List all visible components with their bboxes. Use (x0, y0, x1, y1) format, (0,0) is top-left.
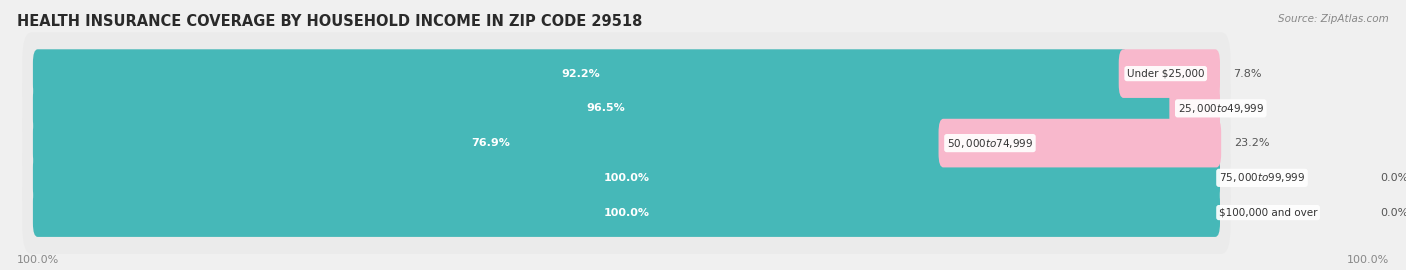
Text: 100.0%: 100.0% (1347, 255, 1389, 265)
FancyBboxPatch shape (32, 49, 1128, 98)
FancyBboxPatch shape (1170, 84, 1220, 133)
FancyBboxPatch shape (22, 32, 1230, 115)
Text: $75,000 to $99,999: $75,000 to $99,999 (1219, 171, 1305, 184)
Text: $100,000 and over: $100,000 and over (1219, 208, 1317, 218)
Text: 76.9%: 76.9% (471, 138, 510, 148)
Text: HEALTH INSURANCE COVERAGE BY HOUSEHOLD INCOME IN ZIP CODE 29518: HEALTH INSURANCE COVERAGE BY HOUSEHOLD I… (17, 14, 643, 29)
Text: $50,000 to $74,999: $50,000 to $74,999 (946, 137, 1033, 150)
Text: Under $25,000: Under $25,000 (1128, 69, 1205, 79)
FancyBboxPatch shape (22, 171, 1230, 254)
FancyBboxPatch shape (22, 67, 1230, 150)
Text: Source: ZipAtlas.com: Source: ZipAtlas.com (1278, 14, 1389, 23)
Text: 96.5%: 96.5% (586, 103, 626, 113)
Text: 3.5%: 3.5% (1233, 103, 1261, 113)
Text: 7.8%: 7.8% (1233, 69, 1261, 79)
FancyBboxPatch shape (22, 102, 1230, 184)
Text: 0.0%: 0.0% (1381, 173, 1406, 183)
Text: 100.0%: 100.0% (17, 255, 59, 265)
Text: 100.0%: 100.0% (603, 173, 650, 183)
FancyBboxPatch shape (22, 137, 1230, 219)
FancyBboxPatch shape (32, 154, 1220, 202)
FancyBboxPatch shape (32, 188, 1220, 237)
FancyBboxPatch shape (1119, 49, 1220, 98)
Text: 0.0%: 0.0% (1381, 208, 1406, 218)
FancyBboxPatch shape (32, 119, 948, 167)
Text: 92.2%: 92.2% (561, 69, 600, 79)
Text: 23.2%: 23.2% (1234, 138, 1270, 148)
FancyBboxPatch shape (32, 84, 1178, 133)
Text: 100.0%: 100.0% (603, 208, 650, 218)
FancyBboxPatch shape (939, 119, 1222, 167)
Text: $25,000 to $49,999: $25,000 to $49,999 (1178, 102, 1264, 115)
